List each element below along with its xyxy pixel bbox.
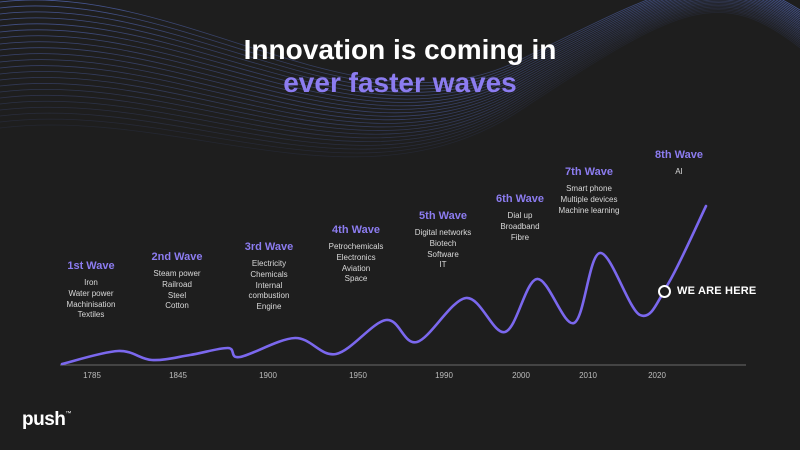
wave-5-title: 5th Wave xyxy=(419,210,467,222)
wave-2-item: Steam power xyxy=(153,269,201,278)
wave-7-item: Smart phone xyxy=(566,184,612,193)
wave-4-item: Aviation xyxy=(341,263,371,273)
wave-1-item: Water power xyxy=(68,288,114,298)
innovation-curve xyxy=(60,204,708,366)
wave-8-title: 8th Wave xyxy=(655,149,703,161)
wave-7-title: 7th Wave xyxy=(565,166,613,178)
x-tick-label: 1785 xyxy=(83,371,101,380)
wave-5-item: Biotech xyxy=(429,238,457,248)
wave-3-item: Engine xyxy=(256,302,282,312)
wave-7: 7th Wave Smart phone Multiple devices Ma… xyxy=(529,165,649,216)
wave-1-item: Textiles xyxy=(77,310,105,320)
wave-4: 4th Wave Petrochemicals Electronics Avia… xyxy=(296,223,416,285)
we-are-here-marker: WE ARE HERE xyxy=(658,284,756,298)
wave-5-item: IT xyxy=(439,260,447,270)
wave-8-item: AI xyxy=(675,167,683,176)
wave-2: 2nd Wave Steam power Railroad Steel Cott… xyxy=(117,250,237,312)
wave-6-item: Broadband xyxy=(500,221,540,231)
wave-4-item: Petrochemicals xyxy=(328,242,384,251)
wave-6-title: 6th Wave xyxy=(496,193,544,205)
trademark-mark: ™ xyxy=(65,411,71,417)
wave-7-item: Multiple devices xyxy=(560,194,618,204)
we-are-here-label: WE ARE HERE xyxy=(677,285,757,297)
wave-6-item: Fibre xyxy=(510,232,530,242)
wave-5: 5th Wave Digital networks Biotech Softwa… xyxy=(383,209,503,271)
wave-3-item: Electricity xyxy=(251,259,287,268)
wave-6-item: Dial up xyxy=(507,211,533,220)
wave-8: 8th Wave AI xyxy=(619,148,739,178)
wave-2-item: Railroad xyxy=(162,279,192,289)
wave-4-item: Electronics xyxy=(336,252,376,262)
wave-1: 1st Wave Iron Water power Machinisation … xyxy=(31,259,151,321)
wave-1-item: Iron xyxy=(84,278,98,287)
wave-5-item: Digital networks xyxy=(414,228,472,237)
background-fade xyxy=(0,0,800,200)
wave-2-title: 2nd Wave xyxy=(151,251,203,263)
wave-5-item: Software xyxy=(427,249,459,259)
wave-1-title: 1st Wave xyxy=(67,260,115,272)
wave-6: 6th Wave Dial up Broadband Fibre xyxy=(460,192,580,243)
wave-2-item: Steel xyxy=(167,290,187,300)
x-tick-label: 1990 xyxy=(435,371,453,380)
push-logo: push™ xyxy=(22,409,71,431)
x-tick-label: 2010 xyxy=(579,371,597,380)
x-tick-label: 1950 xyxy=(349,371,367,380)
wave-7-item: Machine learning xyxy=(558,205,620,215)
wave-3: 3rd Wave Electricity Chemicals Internal … xyxy=(209,240,329,313)
wave-1-item: Machinisation xyxy=(66,299,116,309)
wave-2-item: Cotton xyxy=(165,301,189,311)
wave-3-title: 3rd Wave xyxy=(244,241,294,253)
title-line-1: Innovation is coming in xyxy=(243,34,557,65)
wave-3-item: combustion xyxy=(248,291,290,301)
title-line-2: ever faster waves xyxy=(283,67,517,98)
wave-4-item: Space xyxy=(344,274,368,284)
wave-3-item: Internal xyxy=(255,280,283,290)
logo-text: push xyxy=(22,409,66,430)
x-tick-label: 1900 xyxy=(259,371,277,380)
location-marker-icon xyxy=(658,284,671,298)
x-tick-label: 2000 xyxy=(512,371,530,380)
x-tick-label: 1845 xyxy=(169,371,187,380)
wave-3-item: Chemicals xyxy=(250,269,288,279)
x-tick-label: 2020 xyxy=(648,371,666,380)
wave-4-title: 4th Wave xyxy=(332,224,380,236)
